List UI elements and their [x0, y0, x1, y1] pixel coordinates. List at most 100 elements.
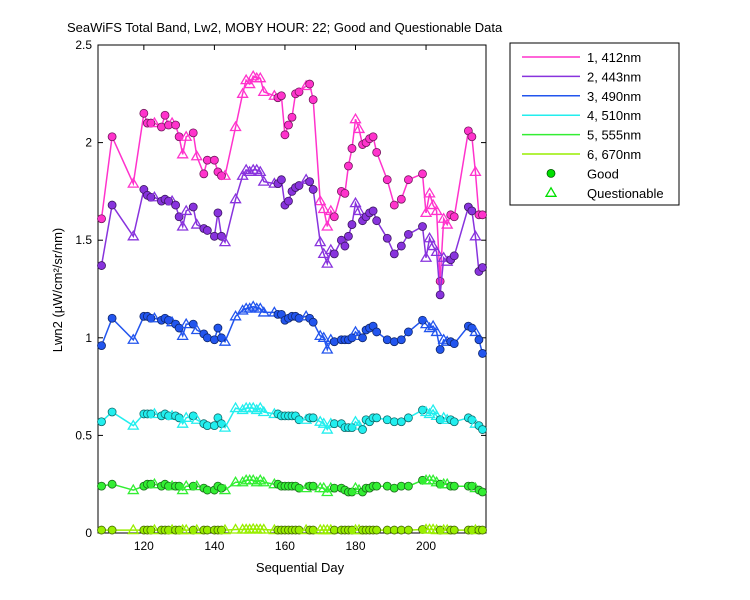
questionable-point [314, 194, 327, 206]
good-point [435, 345, 445, 354]
questionable-point [218, 235, 232, 247]
questionable-point [352, 122, 366, 134]
questionable-point [127, 177, 140, 188]
good-point [435, 276, 445, 286]
good-point [478, 525, 487, 535]
good-point [478, 425, 487, 434]
questionable-point [229, 192, 242, 204]
questionable-point [190, 413, 203, 424]
good-point [347, 144, 357, 153]
good-point [358, 425, 367, 434]
good-point [188, 202, 198, 212]
legend-label: 5, 555nm [587, 128, 641, 143]
questionable-point [419, 251, 433, 262]
good-point [449, 339, 459, 349]
good-point [171, 120, 181, 130]
y-tick-label: 0.5 [75, 428, 92, 442]
questionable-point [426, 198, 440, 210]
questionable-point [148, 407, 161, 419]
good-point [97, 261, 106, 270]
x-tick-label: 120 [134, 539, 154, 553]
good-point [478, 349, 487, 358]
questionable-point [148, 116, 161, 128]
legend-item: 4, 510nm [522, 108, 641, 123]
questionable-point [229, 475, 242, 487]
questionable-point [349, 196, 362, 208]
questionable-point [127, 523, 140, 535]
good-point [372, 525, 382, 535]
good-point [97, 417, 106, 427]
good-point [403, 481, 413, 491]
good-point [449, 251, 459, 261]
questionable-point [254, 401, 267, 413]
questionable-point [317, 417, 330, 428]
questionable-point [257, 405, 270, 417]
good-point [107, 525, 117, 535]
questionable-point [180, 204, 193, 216]
good-point [287, 112, 297, 122]
questionable-point [190, 479, 203, 491]
questionable-point [127, 419, 140, 430]
y-tick-label: 2.5 [75, 38, 92, 52]
questionable-point [190, 323, 203, 335]
questionable-point [250, 403, 263, 415]
good-point [382, 175, 392, 185]
y-axis: 0 0.5 1 1.5 2 2.5 [75, 38, 486, 540]
good-point [449, 481, 459, 491]
questionable-point [218, 421, 232, 432]
questionable-point [148, 311, 161, 323]
good-point [478, 487, 487, 497]
good-point [478, 263, 487, 272]
questionable-point [243, 165, 256, 177]
good-point [403, 327, 413, 337]
questionable-point [190, 149, 203, 161]
questionable-point [317, 202, 330, 214]
questionable-point [257, 306, 270, 317]
good-point [449, 417, 459, 427]
good-point [107, 479, 117, 489]
good-point [396, 194, 406, 204]
questionable-point [229, 310, 242, 321]
series-3 [97, 300, 487, 358]
good-point [372, 481, 382, 491]
questionable-point [437, 251, 450, 262]
good-point [368, 206, 378, 216]
chart-title: SeaWiFS Total Band, Lw2, MOBY HOUR: 22; … [67, 20, 503, 35]
legend-box [509, 42, 680, 206]
good-point [403, 413, 413, 423]
good-point [403, 229, 413, 239]
good-point [305, 79, 315, 89]
questionable-point [423, 231, 436, 243]
questionable-point [180, 479, 193, 491]
y-tick-label: 2 [85, 136, 92, 150]
questionable-point [127, 483, 140, 495]
x-tick-label: 140 [204, 539, 224, 553]
good-point [474, 335, 484, 345]
questionable-point [317, 481, 330, 493]
legend-label: 2, 443nm [587, 69, 641, 84]
good-point [308, 95, 318, 105]
legend: 1, 412nm 2, 443nm 3, 490nm 4, 510nm 5, 555nm… [509, 42, 680, 206]
legend-label: 4, 510nm [587, 108, 641, 123]
questionable-point [423, 187, 436, 198]
good-point [284, 196, 293, 206]
good-point [418, 222, 427, 231]
good-point [217, 231, 226, 241]
questionable-point [349, 415, 362, 426]
good-point [97, 481, 106, 491]
good-point [389, 249, 399, 259]
good-point [139, 108, 149, 118]
questionable-point [176, 148, 189, 159]
good-point [467, 132, 477, 142]
questionable-point [426, 319, 440, 331]
questionable-point [236, 403, 249, 415]
legend-label: 6, 670nm [587, 147, 641, 162]
questionable-point [469, 325, 482, 337]
questionable-point [257, 475, 270, 487]
questionable-point [469, 230, 482, 241]
good-point [308, 481, 318, 491]
questionable-point [257, 523, 270, 534]
questionable-point [243, 77, 256, 89]
good-point [188, 128, 198, 138]
good-point [344, 161, 353, 171]
